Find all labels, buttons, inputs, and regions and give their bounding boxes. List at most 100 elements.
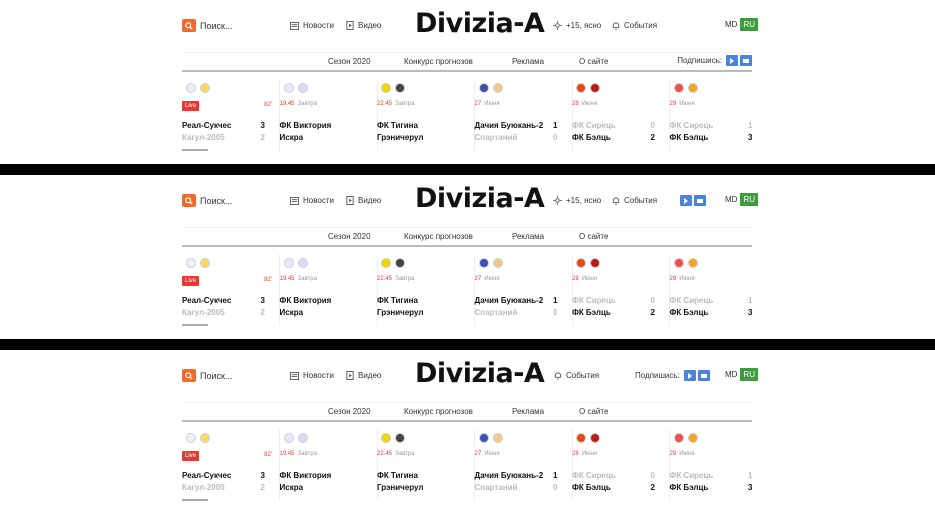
subnav-about[interactable]: О сайте	[579, 407, 609, 416]
language-switcher: MD RU	[722, 368, 759, 381]
search-icon[interactable]	[182, 369, 196, 382]
site-logo[interactable]: Divizia-A	[415, 183, 545, 214]
telegram-icon[interactable]	[726, 55, 738, 66]
match-card[interactable]: 29 Июня ФК Сирець 1 ФК Бэлць 3	[670, 429, 767, 501]
events-link[interactable]: События	[554, 371, 599, 380]
match-day: Июня	[581, 101, 598, 107]
subnav-ads[interactable]: Реклама	[512, 57, 545, 66]
team-score: 2	[260, 133, 265, 142]
nav-video-label[interactable]: Видео	[358, 21, 382, 30]
subnav-contest[interactable]: Конкурс прогнозов	[404, 232, 473, 241]
nav-video[interactable]: Видео	[346, 21, 381, 30]
match-card[interactable]: Live 82' Реал-Сукчес 3 Кагул-2005 2	[182, 79, 280, 151]
search-box[interactable]: Поиск...	[182, 194, 232, 207]
search-box[interactable]: Поиск...	[182, 19, 232, 32]
nav-news[interactable]: Новости	[290, 371, 334, 380]
site-logo[interactable]: Divizia-A	[415, 8, 545, 39]
youtube-icon[interactable]	[694, 195, 706, 206]
team-logo	[200, 258, 210, 268]
lang-md[interactable]: MD	[725, 195, 738, 204]
team-logo	[673, 83, 684, 93]
team-score: 3	[260, 121, 265, 130]
search-icon[interactable]	[182, 19, 196, 32]
team-name: ФК Виктория	[279, 296, 332, 305]
search-icon[interactable]	[182, 194, 196, 207]
subnav-ads[interactable]: Реклама	[512, 232, 545, 241]
lang-ru[interactable]: RU	[740, 193, 759, 206]
match-card[interactable]: Live 82' Реал-Сукчес 3 Кагул-2005 2	[182, 254, 280, 326]
subnav-season[interactable]: Сезон 2020	[328, 232, 371, 241]
match-card[interactable]: 29 Июня ФК Сирець 1 ФК Бэлць 3	[670, 79, 767, 151]
language-switcher: MD RU	[722, 18, 759, 31]
subnav-about[interactable]: О сайте	[579, 57, 609, 66]
team-score: 0	[650, 296, 655, 305]
subnav-contest[interactable]: Конкурс прогнозов	[404, 57, 473, 66]
weather: +15, ясно	[553, 21, 601, 30]
events-label[interactable]: События	[624, 21, 658, 30]
match-card[interactable]: Live 82' Реал-Сукчес 3 Кагул-2005 2	[182, 429, 280, 501]
subnav-season[interactable]: Сезон 2020	[328, 57, 371, 66]
search-box[interactable]: Поиск...	[182, 369, 232, 382]
subnav-contest[interactable]: Конкурс прогнозов	[404, 407, 473, 416]
team-score: 2	[650, 308, 655, 317]
active-indicator	[182, 324, 208, 326]
nav-video-label[interactable]: Видео	[358, 196, 382, 205]
lang-md[interactable]: MD	[725, 20, 738, 29]
events-label[interactable]: События	[624, 196, 658, 205]
nav-video-label[interactable]: Видео	[358, 371, 382, 380]
match-card[interactable]: 19.45 Завтра ФК Виктория Искра	[280, 79, 378, 151]
nav-news-label[interactable]: Новости	[303, 371, 334, 380]
team-name: ФК Тигина	[377, 471, 418, 480]
events-link[interactable]: События	[612, 196, 657, 205]
match-card[interactable]: 22.45 Завтра ФК Тигина Грэничерул	[377, 429, 475, 501]
nav-video[interactable]: Видео	[346, 371, 381, 380]
search-label[interactable]: Поиск...	[200, 195, 233, 206]
match-card[interactable]: 27 Июня Дачия Буюкань-2 1 Спартаний 0	[475, 254, 573, 326]
subnav-ads[interactable]: Реклама	[512, 407, 545, 416]
telegram-icon[interactable]	[683, 370, 696, 381]
games-strip: Live 82' Реал-Сукчес 3 Кагул-2005 2 19.45 Завтр…	[182, 254, 753, 326]
team-name: Кагул-2005	[182, 133, 225, 142]
events-link[interactable]: События	[612, 21, 657, 30]
events-label[interactable]: События	[566, 371, 600, 380]
lang-ru[interactable]: RU	[740, 368, 759, 381]
nav-video[interactable]: Видео	[346, 196, 381, 205]
weather-label: +15, ясно	[566, 196, 602, 205]
match-time: 22.45	[377, 451, 393, 457]
team-score: 2	[650, 133, 655, 142]
match-card[interactable]: 19.45 Завтра ФК Виктория Искра	[280, 254, 378, 326]
match-card[interactable]: 27 Июня Дачия Буюкань-2 1 Спартаний 0	[475, 79, 573, 151]
match-time: 22.45	[377, 101, 393, 107]
team-name: ФК Бэлць	[669, 308, 709, 317]
match-card[interactable]: 28 Июня ФК Сирець 0 ФК Бэлць 2	[572, 429, 670, 501]
subnav-about[interactable]: О сайте	[579, 232, 609, 241]
match-card[interactable]: 22.45 Завтра ФК Тигина Грэничерул	[377, 254, 475, 326]
team-score: 3	[260, 471, 265, 480]
team-logo	[381, 258, 391, 268]
match-card[interactable]: 27 Июня Дачия Буюкань-2 1 Спартаний 0	[475, 429, 573, 501]
match-card[interactable]: 28 Июня ФК Сирець 0 ФК Бэлць 2	[572, 79, 670, 151]
site-logo[interactable]: Divizia-A	[415, 358, 545, 389]
team-score: 1	[553, 471, 558, 480]
search-label[interactable]: Поиск...	[200, 20, 233, 31]
search-label[interactable]: Поиск...	[200, 370, 233, 381]
team-logo	[687, 433, 698, 443]
telegram-icon[interactable]	[680, 195, 692, 206]
match-card[interactable]: 22.45 Завтра ФК Тигина Грэничерул	[377, 79, 475, 151]
subnav-season[interactable]: Сезон 2020	[328, 407, 371, 416]
lang-ru[interactable]: RU	[740, 18, 759, 31]
team-name: ФК Сирець	[669, 296, 714, 305]
match-card[interactable]: 28 Июня ФК Сирець 0 ФК Бэлць 2	[572, 254, 670, 326]
youtube-icon[interactable]	[740, 55, 752, 66]
nav-news-label[interactable]: Новости	[303, 21, 334, 30]
lang-md[interactable]: MD	[725, 370, 738, 379]
nav-news-label[interactable]: Новости	[303, 196, 334, 205]
team-name: Реал-Сукчес	[182, 296, 232, 305]
match-card[interactable]: 29 Июня ФК Сирець 1 ФК Бэлць 3	[670, 254, 767, 326]
match-time: 27	[474, 276, 482, 282]
youtube-icon[interactable]	[697, 370, 710, 381]
nav-news[interactable]: Новости	[290, 21, 334, 30]
nav-news[interactable]: Новости	[290, 196, 334, 205]
team-logo	[576, 433, 586, 443]
match-card[interactable]: 19.45 Завтра ФК Виктория Искра	[280, 429, 378, 501]
